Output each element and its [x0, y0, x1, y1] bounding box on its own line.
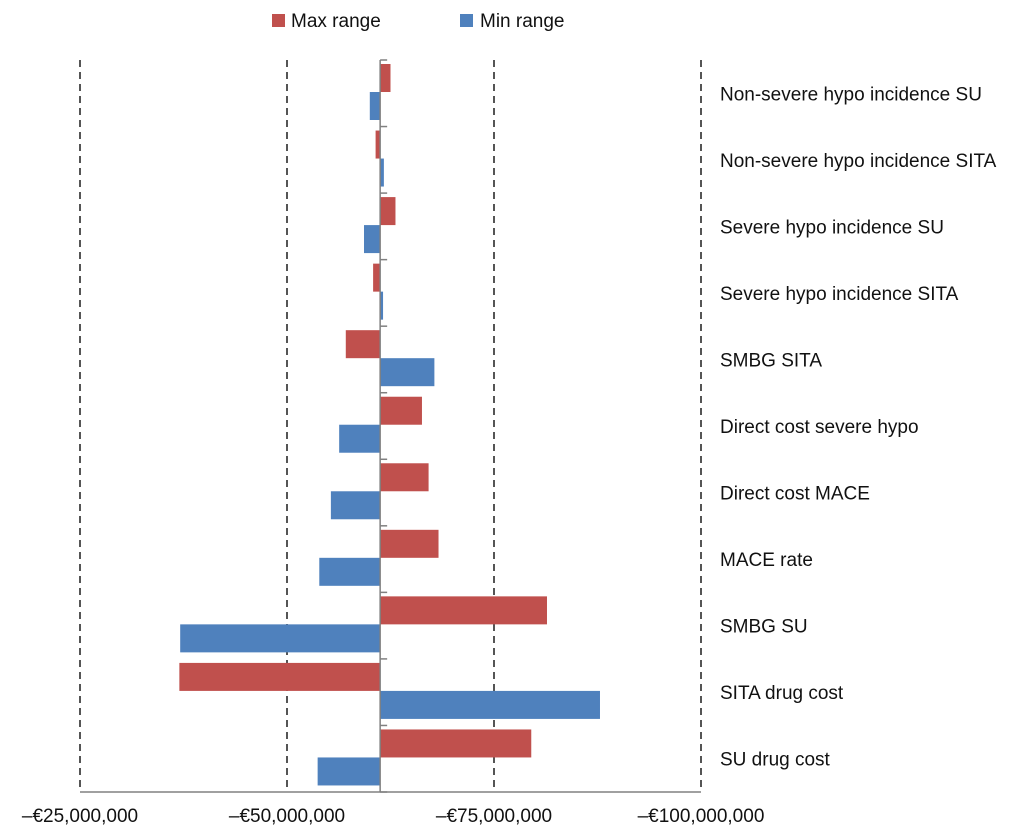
category-label-11: SU drug cost	[720, 750, 831, 771]
bar-min-5	[380, 358, 435, 387]
bar-max-10	[179, 662, 381, 691]
bar-min-4	[380, 291, 384, 320]
x-tick-label-1: –€25,000,000	[22, 806, 138, 827]
category-label-3: Severe hypo incidence SU	[720, 217, 944, 238]
bar-min-10	[380, 690, 600, 719]
category-label-6: Direct cost severe hypo	[720, 417, 919, 438]
legend-label-max-range: Max range	[291, 11, 381, 32]
legend-swatch-min-range	[460, 14, 473, 27]
bar-min-3	[364, 225, 381, 254]
bar-min-11	[317, 757, 381, 786]
bar-min-7	[330, 491, 381, 520]
bar-min-1	[369, 92, 381, 120]
bar-max-11	[380, 729, 532, 758]
legend-label-min-range: Min range	[480, 11, 565, 32]
x-tick-label-4: –€100,000,000	[638, 806, 765, 827]
x-tick-label-2: –€50,000,000	[229, 806, 345, 827]
bar-max-8	[380, 529, 439, 558]
category-label-5: SMBG SITA	[720, 350, 822, 371]
bar-max-9	[380, 596, 547, 625]
bar-min-2	[380, 158, 384, 187]
bar-max-2	[375, 130, 381, 159]
bar-min-6	[339, 424, 381, 453]
category-label-1: Non-severe hypo incidence SU	[720, 84, 982, 105]
category-label-4: Severe hypo incidence SITA	[720, 284, 959, 305]
bar-min-8	[319, 557, 381, 586]
x-tick-labels: –€25,000,000 –€50,000,000 –€75,000,000 –€10…	[22, 806, 765, 827]
bar-max-6	[380, 396, 422, 425]
legend: Max range Min range	[272, 11, 565, 32]
category-labels: Non-severe hypo incidence SU Non-severe h…	[720, 84, 997, 770]
bar-max-3	[380, 197, 396, 226]
gridlines	[79, 60, 702, 793]
bar-max-7	[380, 463, 429, 492]
category-label-9: SMBG SU	[720, 617, 808, 638]
category-label-2: Non-severe hypo incidence SITA	[720, 151, 997, 172]
x-tick-label-3: –€75,000,000	[436, 806, 552, 827]
category-label-10: SITA drug cost	[720, 683, 844, 704]
legend-swatch-max-range	[272, 14, 285, 27]
bar-max-1	[380, 64, 391, 92]
bar-min-9	[180, 624, 381, 653]
bar-max-5	[345, 330, 381, 359]
center-axis	[379, 59, 388, 793]
bar-max-4	[373, 263, 381, 292]
category-label-7: Direct cost MACE	[720, 484, 870, 505]
category-label-8: MACE rate	[720, 550, 813, 571]
bars	[179, 64, 600, 786]
